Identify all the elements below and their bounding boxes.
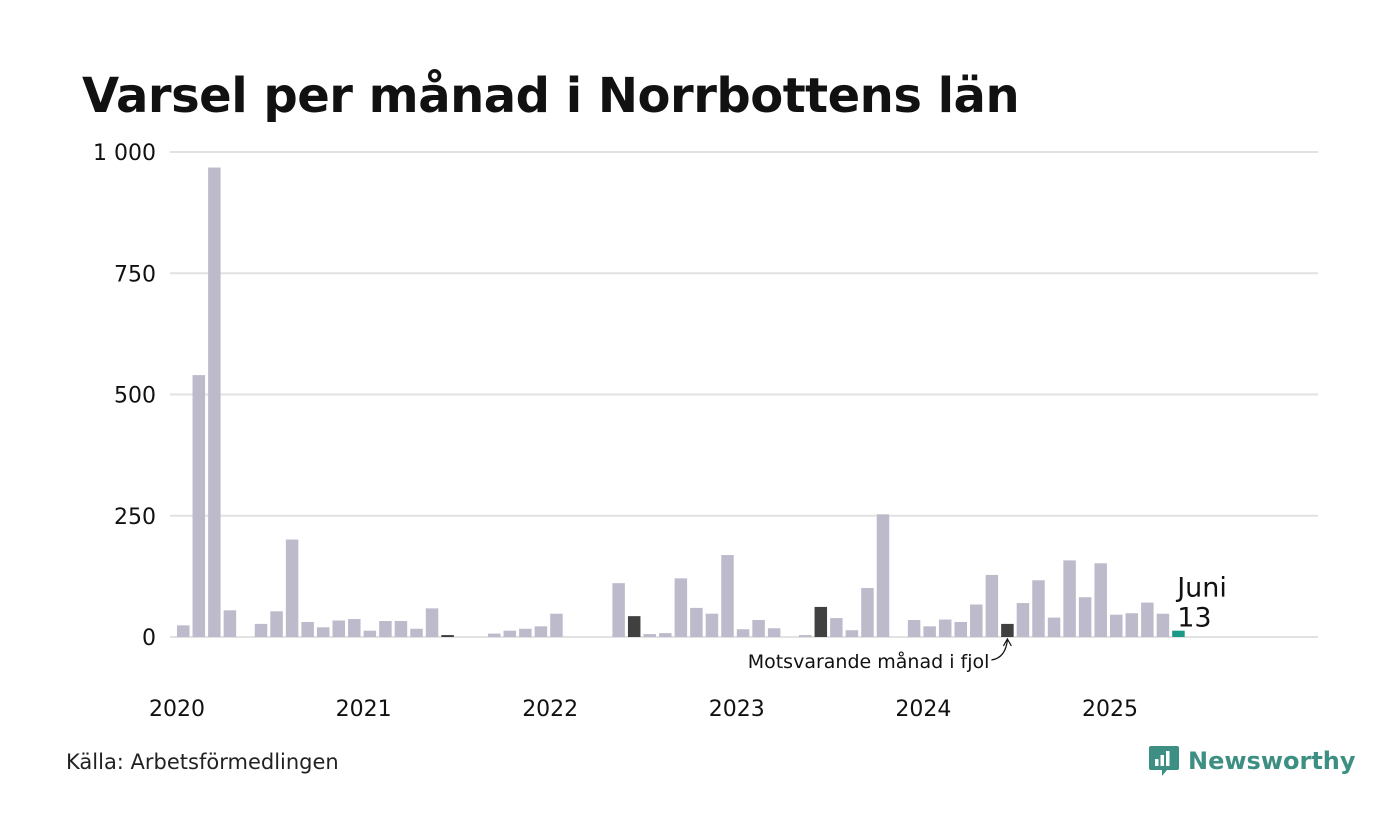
bar	[1156, 613, 1170, 637]
bar	[1047, 617, 1061, 637]
bar	[876, 514, 890, 637]
current-month-label: Juni	[1175, 573, 1227, 604]
y-tick-label: 500	[114, 384, 156, 409]
annotation-arrowhead	[1002, 637, 1012, 647]
bar	[519, 628, 532, 637]
bar	[254, 623, 268, 637]
x-axis-ticks: 2020 2021 2022 2023 2024 2025	[149, 697, 1138, 722]
same-month-annotation: Motsvarande månad i fjol	[748, 650, 990, 673]
x-tick-label: 2020	[149, 697, 205, 722]
x-tick-label: 2024	[895, 697, 951, 722]
bar	[348, 619, 361, 637]
bar	[612, 583, 625, 637]
bar	[316, 627, 330, 637]
bar	[425, 608, 439, 637]
bar	[830, 618, 843, 637]
bar	[488, 633, 501, 637]
bar	[1016, 603, 1030, 637]
bar	[1032, 580, 1045, 637]
bar	[1078, 597, 1092, 637]
bar	[767, 628, 781, 637]
bar	[938, 619, 952, 637]
bar	[1063, 560, 1076, 637]
bar	[177, 625, 190, 637]
bar-same-month	[814, 606, 828, 637]
bar	[736, 629, 750, 637]
bar	[208, 167, 221, 637]
bar	[907, 620, 921, 637]
y-tick-label: 0	[142, 626, 156, 651]
bar	[503, 630, 517, 637]
brand-logo[interactable]: Newsworthy	[1148, 744, 1356, 778]
bar	[332, 620, 345, 637]
bar	[1125, 613, 1139, 637]
bar	[394, 620, 408, 637]
brand-name: Newsworthy	[1188, 747, 1356, 775]
bar	[923, 626, 936, 637]
bar	[799, 635, 812, 637]
bar	[690, 607, 703, 637]
gridlines	[170, 151, 1318, 638]
y-axis-ticks: 0 250 500 750 1 000	[93, 141, 156, 651]
bar	[861, 588, 874, 637]
chart-title: Varsel per månad i Norrbottens län	[82, 68, 1020, 124]
bar	[363, 630, 377, 637]
bar	[752, 620, 765, 637]
bar	[1141, 602, 1154, 637]
y-tick-label: 250	[114, 505, 156, 530]
bar	[721, 555, 734, 637]
x-tick-label: 2025	[1082, 697, 1138, 722]
current-month-value: 13	[1177, 603, 1211, 634]
bar	[705, 613, 719, 637]
y-tick-label: 1 000	[93, 141, 156, 166]
bar	[985, 574, 999, 637]
bar	[845, 630, 859, 637]
bar	[301, 621, 314, 637]
x-tick-label: 2021	[336, 697, 392, 722]
bar-same-month	[627, 616, 641, 637]
bar	[659, 633, 672, 637]
bar	[270, 611, 283, 637]
source-note: Källa: Arbetsförmedlingen	[66, 750, 339, 774]
bar	[192, 375, 206, 637]
y-tick-label: 750	[114, 262, 156, 287]
newsworthy-logo-icon	[1149, 746, 1179, 776]
bar	[285, 539, 299, 637]
bar	[954, 621, 967, 637]
bar	[643, 634, 656, 637]
bar	[550, 613, 563, 637]
bar	[379, 620, 392, 637]
bar	[1094, 563, 1107, 637]
bar	[1110, 614, 1123, 637]
bar	[223, 610, 237, 637]
bar-current	[1172, 630, 1185, 637]
x-tick-label: 2022	[522, 697, 578, 722]
annotation-arrow-line	[991, 639, 1008, 661]
bar	[534, 626, 548, 637]
x-tick-label: 2023	[709, 697, 765, 722]
bar	[970, 604, 983, 637]
bar	[674, 578, 688, 637]
bar-same-month	[1001, 623, 1014, 637]
bar	[410, 628, 423, 637]
bars	[177, 167, 1185, 637]
bar-same-month	[441, 635, 454, 637]
